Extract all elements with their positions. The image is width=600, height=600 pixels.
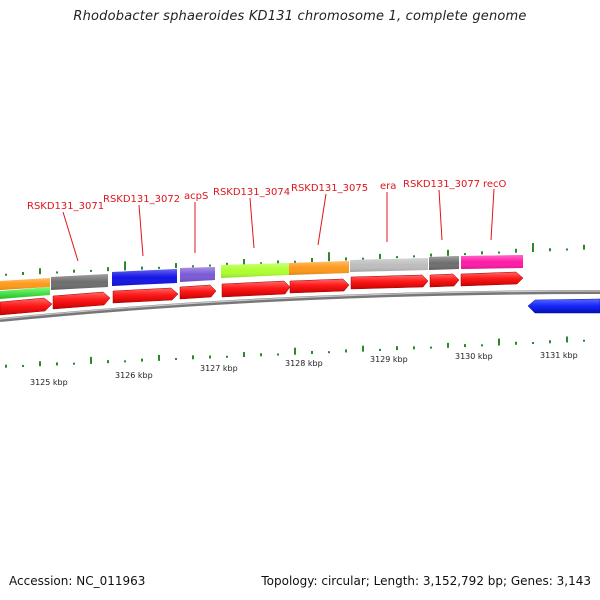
scale-tick-label: 3125 kbp bbox=[30, 378, 68, 387]
gene-labels: RSKD131_3071 RSKD131_3072 acpS RSKD131_3… bbox=[27, 179, 507, 212]
green-feature-block bbox=[0, 287, 50, 299]
forward-gene-arrow bbox=[112, 287, 179, 304]
cog-block-2-shine bbox=[51, 274, 108, 290]
connector-line bbox=[317, 193, 327, 246]
forward-gene-arrow bbox=[289, 278, 350, 294]
cog-block-7-shine bbox=[350, 258, 428, 272]
scale-tick-label: 3128 kbp bbox=[285, 359, 323, 368]
gene-label: RSKD131_3074 bbox=[213, 187, 290, 198]
chromosome-backbone bbox=[0, 290, 600, 322]
forward-gene-arrow bbox=[429, 273, 460, 288]
reverse-gene-arrow bbox=[527, 298, 600, 314]
forward-gene-arrow bbox=[350, 274, 429, 290]
scale-labels: 3125 kbp 3126 kbp 3127 kbp 3128 kbp 3129… bbox=[30, 351, 578, 387]
connector-line bbox=[62, 211, 79, 262]
forward-gene-arrow bbox=[179, 284, 217, 300]
cog-block-9-shine bbox=[461, 255, 523, 269]
label-connectors bbox=[62, 188, 495, 262]
topology-text: Topology: circular; Length: 3,152,792 bp… bbox=[261, 574, 591, 588]
forward-gene-arrow bbox=[460, 271, 524, 287]
accession-text: Accession: NC_011963 bbox=[9, 574, 146, 588]
scale-tick-label: 3126 kbp bbox=[115, 371, 153, 380]
cog-block-6-shine bbox=[289, 261, 349, 275]
gene-label: RSKD131_3072 bbox=[103, 194, 180, 205]
scale-tick-label: 3127 kbp bbox=[200, 364, 238, 373]
forward-gene-arrow bbox=[0, 297, 53, 316]
gc-tick-track-lower bbox=[5, 336, 585, 368]
map-title: Rhodobacter sphaeroides KD131 chromosome… bbox=[73, 9, 527, 24]
cog-block-1-shine bbox=[0, 278, 50, 290]
cog-block-5-shine bbox=[221, 263, 289, 278]
scale-tick-label: 3131 kbp bbox=[540, 351, 578, 360]
gene-label: RSKD131_3077 bbox=[403, 179, 480, 190]
scale-tick-label: 3130 kbp bbox=[455, 352, 493, 361]
gene-label: recO bbox=[483, 179, 507, 190]
connector-line bbox=[438, 189, 443, 241]
connector-line bbox=[249, 197, 255, 249]
gene-label: RSKD131_3071 bbox=[27, 201, 104, 212]
cog-block-3-shine bbox=[112, 269, 177, 286]
forward-strand-track bbox=[0, 271, 524, 316]
cog-block-4-shine bbox=[180, 267, 215, 282]
cog-track bbox=[0, 255, 523, 290]
cog-block-8-shine bbox=[429, 256, 459, 270]
forward-gene-arrow bbox=[221, 280, 291, 298]
connector-line bbox=[138, 204, 144, 257]
scale-tick-label: 3129 kbp bbox=[370, 355, 408, 364]
gene-label: RSKD131_3075 bbox=[291, 183, 368, 194]
chromosome-backbone-highlight bbox=[0, 290, 600, 320]
forward-gene-arrow bbox=[52, 291, 111, 310]
gene-label: acpS bbox=[184, 191, 208, 202]
connector-line bbox=[490, 188, 495, 241]
gene-label: era bbox=[380, 181, 396, 192]
